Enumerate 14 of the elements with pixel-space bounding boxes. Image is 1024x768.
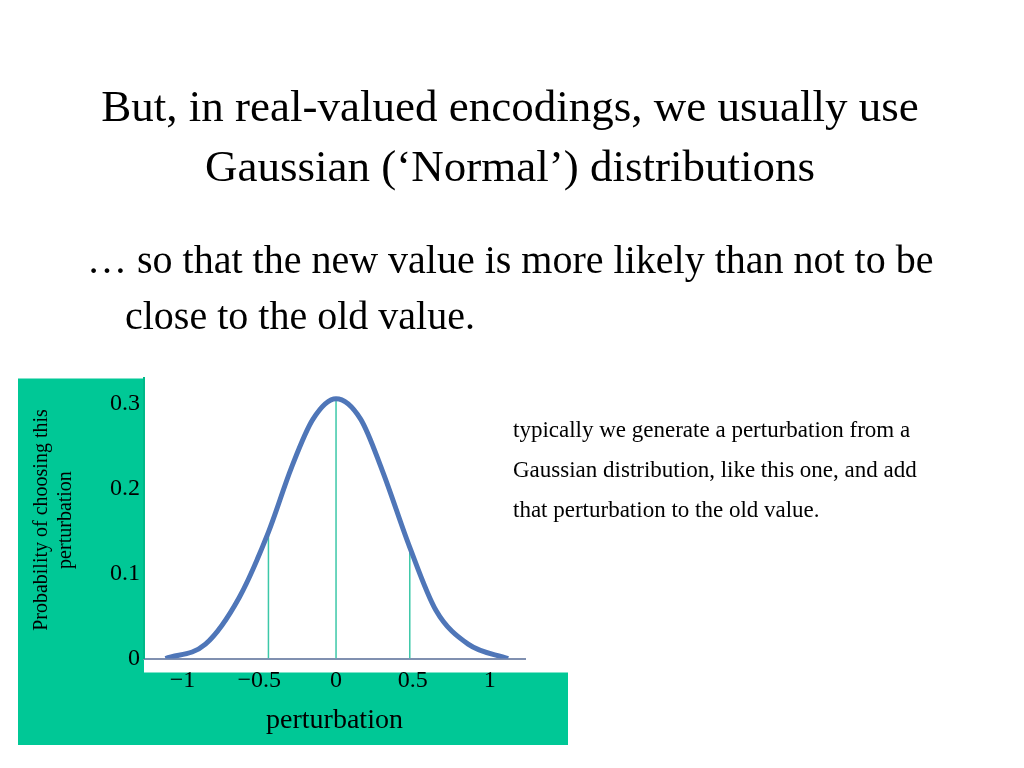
chart-title: But, in real-valued encodings, we usually use Gaussian (‘Normal’) distributions (100, 80, 920, 193)
y-tick-label: 0.2 (110, 474, 140, 501)
annotation: typically we generate a perturbation from a Gaussian distribution, like this one, and add that perturbation to the old value. (513, 416, 918, 524)
x-tick-label: −1 (169, 666, 196, 693)
x-axis-title: perturbation (266, 702, 403, 734)
y-tick-label: 0.1 (110, 558, 140, 585)
x-tick-label: 0 (330, 666, 343, 693)
y-tick-label: 0.3 (110, 389, 140, 416)
x-tick-label: −0.5 (237, 666, 281, 693)
y-tick-label: 0 (128, 643, 140, 670)
x-tick-label: 1 (483, 666, 496, 693)
y-axis-title: Probability of choosing this perturbation (28, 408, 77, 633)
x-tick-label: 0.5 (397, 666, 428, 693)
chart-subtitle: … so that the new value is more likely than not to be close to the old value. (87, 236, 935, 340)
